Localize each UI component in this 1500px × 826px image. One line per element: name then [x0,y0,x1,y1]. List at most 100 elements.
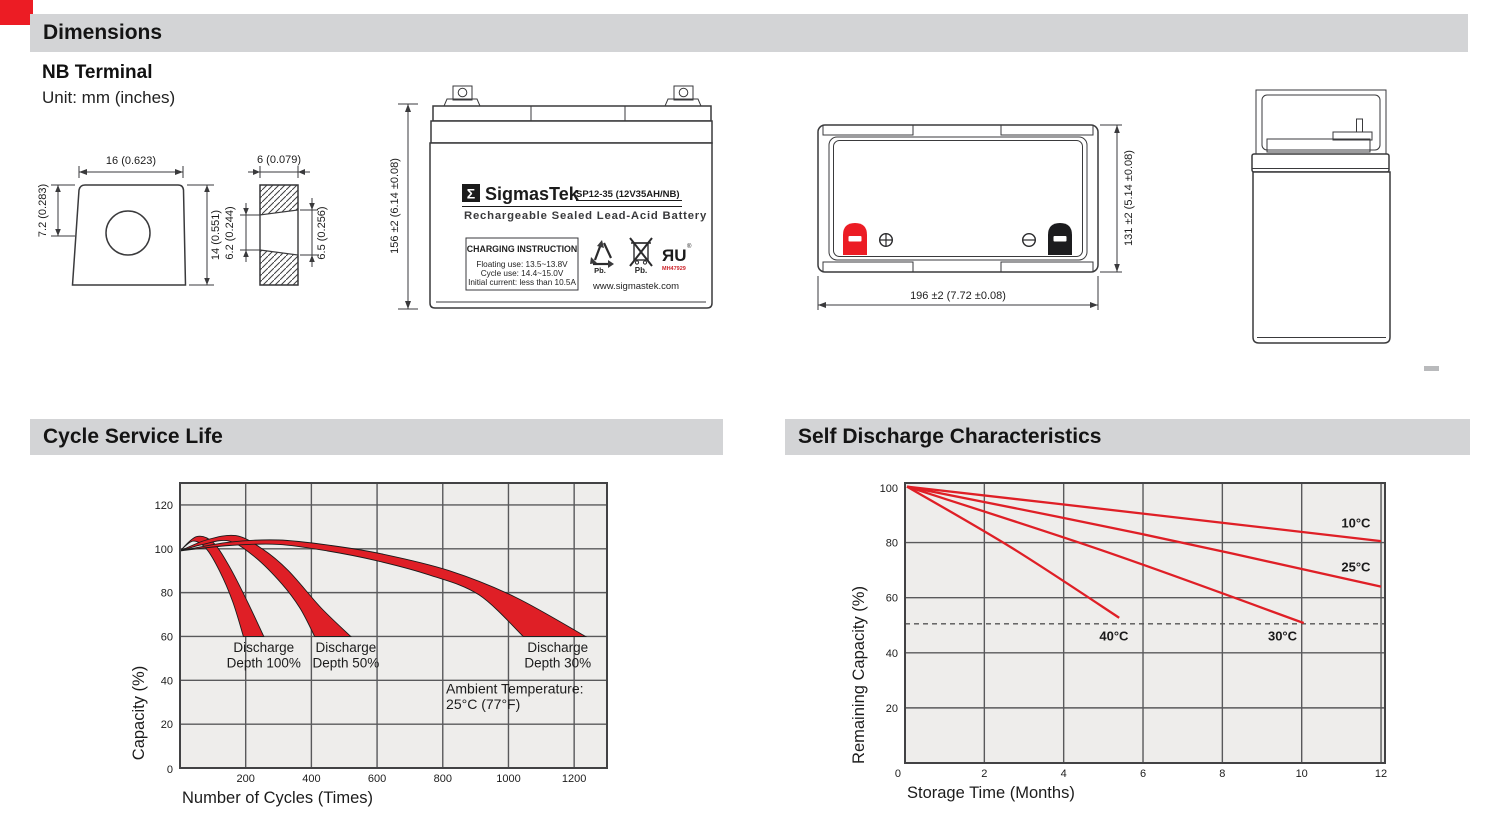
y-axis-title: Capacity (%) [130,666,148,760]
y-axis-title: Remaining Capacity (%) [850,586,868,764]
section-title: Self Discharge Characteristics [798,425,1102,448]
pb-label-1: Pb. [594,266,606,275]
y-tick-label: 0 [167,764,173,776]
y-tick-label: 100 [880,483,898,495]
x-tick-label: 12 [1375,768,1387,780]
website-text: www.sigmastek.com [592,281,679,292]
x-tick-label: 1200 [562,773,586,785]
y-tick-label: 60 [161,631,173,643]
plot-area [905,483,1385,763]
series-label: 25°C [1341,559,1371,574]
battery-side-view [1251,89,1391,344]
discharge-band [179,539,588,637]
dim-14: 14 (0.551) [210,210,222,260]
model-number: SP12-35 (12V35AH/NB) [576,189,680,200]
section-title: Dimensions [43,21,163,44]
dim-196: 196 ±2 (7.72 ±0.08) [910,290,1006,302]
minus-bolt-icon [1021,232,1036,247]
chart-annotation: 25°C (77°F) [446,696,520,712]
sigma-logo-glyph: Σ [467,186,475,202]
discharge-band [179,534,352,637]
sigma-logo-box [462,184,480,202]
handle-notch [1000,124,1094,136]
charging-line1: Floating use: 13.5~13.8V [476,260,568,269]
terminal-type-label: NB Terminal [42,62,153,83]
ul-mark-icon: ЯU [662,246,687,265]
series-line [906,485,1120,619]
series-label: 40°C [1099,628,1129,643]
series-label: 30°C [1268,628,1298,643]
x-tick-label: 2 [981,768,987,780]
section-title: Cycle Service Life [43,425,223,448]
series-line [906,485,1382,588]
self-discharge-chart: 10°C 25°C 30°C 40°C 20 40 60 80 100 0 2 4 6 8 10 12 Stor… [850,482,1387,802]
terminal-tab-left [452,85,473,101]
plot-border [904,482,1386,764]
x-tick-label: 6 [1140,768,1146,780]
handle-notch [822,124,914,136]
y-tick-label: 20 [161,719,173,731]
terminal-tab-right [673,85,694,101]
dim-131: 131 ±2 (5.14 ±0.08) [1123,150,1135,246]
plus-bolt-icon [878,232,893,247]
y-tick-label: 40 [886,648,898,660]
brand-name: SigmasTek [485,184,580,204]
x-tick-label: 800 [434,773,452,785]
series-label: 10°C [1341,515,1371,530]
charging-title: CHARGING INSTRUCTION [467,244,577,254]
x-tick-label: 600 [368,773,386,785]
crossed-bin-pb-icon [629,237,653,267]
section-header-dimensions: Dimensions [30,14,1468,52]
dim-6: 6 (0.079) [257,154,301,166]
x-tick-label: 400 [302,773,320,785]
charging-line2: Cycle use: 14.4~15.0V [481,269,564,278]
terminal-section-drawing: 6 (0.079) 6.2 (0.244) 6.5 (0.256) [224,154,328,286]
x-tick-label: 200 [237,773,255,785]
x-tick-label: 10 [1296,768,1308,780]
x-axis-title: Number of Cycles (Times) [182,789,373,807]
x-tick-label: 0 [895,768,901,780]
series-line [906,485,1305,625]
terminal-bolt-hole [105,210,151,256]
x-tick-label: 4 [1061,768,1067,780]
chart-annotation: Discharge [315,640,376,655]
unit-label: Unit: mm (inches) [42,88,176,107]
terminal-front-drawing: 16 (0.623) 7.2 (0.283) 14 (0.551) [37,155,222,286]
margin-mark [1424,366,1439,371]
dim-6-2: 6.2 (0.244) [224,206,236,259]
charging-line3: Initial current: less than 10.5A [468,278,576,287]
handle-notch [822,261,914,273]
side-body [1252,171,1391,344]
x-tick-label: 1000 [496,773,520,785]
x-tick-label: 8 [1219,768,1225,780]
dim-7-2: 7.2 (0.283) [37,184,49,237]
page-corner-mark [0,0,33,25]
side-terminal-pin [1356,118,1363,133]
y-tick-label: 20 [886,703,898,715]
dim-6-5: 6.5 (0.256) [316,206,328,259]
ul-file-number: MH47929 [662,266,686,272]
handle-notch [1000,261,1094,273]
battery-top-view: 131 ±2 (5.14 ±0.08) 196 ±2 (7.72 ±0.08) [817,124,1135,310]
section-header-self-discharge: Self Discharge Characteristics [785,419,1470,455]
section-header-cycle-life: Cycle Service Life [30,419,723,455]
series-line [906,485,1382,543]
side-collar [1251,153,1390,173]
x-axis-title: Storage Time (Months) [907,784,1075,802]
y-tick-label: 100 [155,544,173,556]
side-terminal-bracket [1332,131,1373,141]
ul-registered-mark: ® [687,243,692,250]
chart-annotation: Discharge [233,640,294,655]
charging-instruction-box [465,237,579,291]
chart-annotation: Ambient Temperature: [446,680,583,696]
y-tick-label: 40 [161,675,173,687]
y-tick-label: 120 [155,500,173,512]
y-tick-label: 60 [886,593,898,605]
battery-front-view: 156 ±2 (6.14 ±0.08) Σ SigmasTek SP12-35 … [390,85,713,310]
chart-annotation: Depth 30% [524,655,591,670]
chart-annotation: Depth 100% [227,655,301,670]
cycle-service-life-chart: 0 20 40 60 80 100 120 200 400 600 800 1000 1200 Disch… [130,482,608,807]
y-tick-label: 80 [161,588,173,600]
chart-annotation: Discharge [527,640,588,655]
